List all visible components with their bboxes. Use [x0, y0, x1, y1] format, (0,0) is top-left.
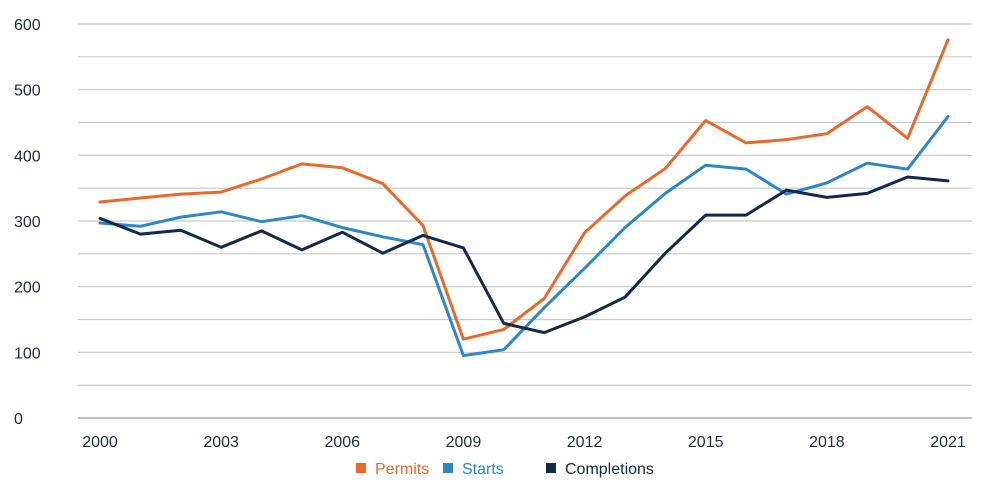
y-tick-label: 0: [14, 411, 23, 428]
series-lines: [98, 38, 950, 358]
legend: Permits Starts Completions: [356, 461, 654, 478]
y-tick-label: 100: [14, 345, 41, 362]
x-tick-label: 2009: [446, 434, 482, 451]
y-tick-label: 200: [14, 280, 41, 297]
y-tick-label: 500: [14, 83, 41, 100]
y-tick-label: 300: [14, 214, 41, 231]
y-axis: 0 100 200 300 400 500 600: [14, 17, 41, 428]
y-tick-label: 400: [14, 148, 41, 165]
y-tick-label: 600: [14, 17, 41, 34]
x-tick-label: 2021: [930, 434, 966, 451]
legend-swatch-completions: [546, 463, 556, 473]
legend-label-starts: Starts: [462, 461, 504, 478]
legend-swatch-starts: [443, 463, 453, 473]
series-line-completions: [98, 175, 950, 335]
x-tick-label: 2006: [324, 434, 360, 451]
x-tick-label: 2018: [809, 434, 845, 451]
x-tick-label: 2012: [567, 434, 603, 451]
x-tick-label: 2015: [688, 434, 724, 451]
x-tick-label: 2003: [203, 434, 239, 451]
x-tick-label: 2000: [82, 434, 118, 451]
legend-label-permits: Permits: [375, 461, 429, 478]
series-line-permits: [98, 38, 950, 341]
legend-swatch-permits: [356, 463, 366, 473]
grid-lines: [78, 23, 972, 419]
legend-label-completions: Completions: [565, 461, 654, 478]
x-axis: 2000 2003 2006 2009 2012 2015 2018 2021: [82, 434, 966, 451]
